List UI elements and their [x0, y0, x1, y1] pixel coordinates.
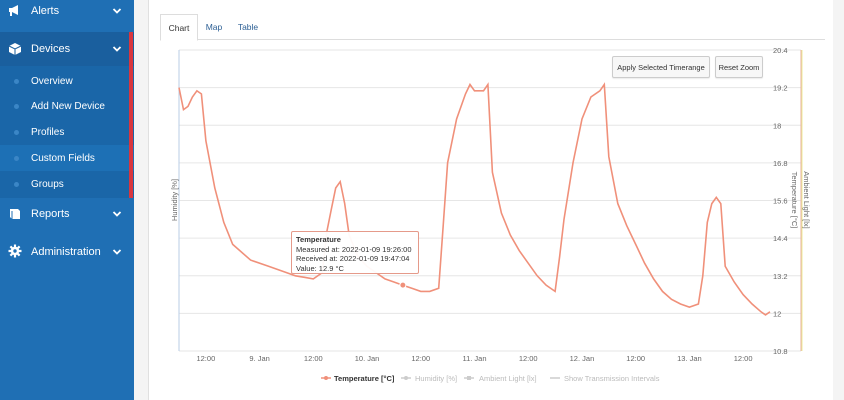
reset-zoom-button[interactable]: Reset Zoom [715, 56, 763, 78]
tab-table[interactable]: Table [237, 21, 259, 32]
tooltip-title: Temperature [296, 235, 341, 244]
cube-icon [8, 42, 22, 56]
tooltip-received: Received at: 2022-01-09 19:47:04 [296, 254, 410, 264]
sidebar-item-devices[interactable]: Devices [0, 32, 134, 66]
sidebar-subitem-label: Profiles [31, 126, 65, 138]
x-tick-label: 9. Jan [249, 354, 269, 363]
sidebar-item-label: Devices [31, 43, 71, 55]
chart-legend: Temperature [°C] Humidity [%] Ambient Li… [321, 374, 660, 383]
gear-icon [8, 244, 22, 258]
x-tick-labels: 12:00 9. Jan 12:00 10. Jan 12:00 11. Jan 12:00… [196, 354, 752, 363]
y-tick-labels: 10.8 12 13.2 14.4 15.6 16.8 18 19.2 20.4 [773, 46, 788, 356]
sidebar-item-administration[interactable]: Administration [0, 240, 134, 264]
sidebar-subitem-custom-fields[interactable]: Custom Fields [0, 145, 134, 171]
sidebar-subitem-overview[interactable]: Overview [0, 68, 134, 94]
tooltip-measured: Measured at: 2022-01-09 19:26:00 [296, 244, 412, 254]
tab-map[interactable]: Map [205, 21, 223, 32]
book-icon [8, 207, 22, 221]
sidebar-subitem-label: Custom Fields [31, 152, 95, 164]
sidebar-subitem-label: Overview [31, 75, 73, 87]
sidebar-item-label: Reports [31, 208, 70, 220]
temperature-series-line[interactable] [178, 82, 771, 316]
megaphone-icon [8, 3, 22, 17]
bullet-icon [14, 78, 19, 84]
sidebar-subitem-label: Add New Device [31, 100, 105, 112]
legend-label: Humidity [%] [415, 374, 457, 383]
sidebar-subitem-add-new-device[interactable]: Add New Device [0, 93, 134, 119]
sidebar-item-label: Administration [31, 246, 101, 258]
chart-tooltip: Temperature Measured at: 2022-01-09 19:2… [291, 231, 419, 274]
tooltip-value: Value: 12.9 °C [296, 263, 344, 273]
chevron-down-icon [112, 209, 122, 219]
active-section-indicator [129, 32, 133, 198]
ambient-light-axis-title: Ambient Light [lx] [802, 171, 811, 229]
sidebar-subitem-profiles[interactable]: Profiles [0, 119, 134, 145]
chevron-down-icon [112, 6, 122, 16]
y-tick-label: 18 [773, 121, 781, 130]
x-tick-label: 13. Jan [677, 354, 702, 363]
y-tick-label: 12 [773, 309, 781, 318]
x-tick-label: 10. Jan [355, 354, 380, 363]
humidity-axis-title: Humidity [%] [170, 179, 179, 221]
y-tick-label: 15.6 [773, 197, 788, 206]
sidebar-item-reports[interactable]: Reports [0, 202, 134, 226]
y-tick-label: 19.2 [773, 84, 788, 93]
sidebar-subitem-label: Groups [31, 178, 64, 190]
y-tick-label: 10.8 [773, 347, 788, 356]
tab-bar: Chart Map Table [160, 14, 825, 41]
tab-chart[interactable]: Chart [160, 14, 198, 41]
devices-submenu: Overview Add New Device Profiles Custom … [0, 66, 134, 198]
temperature-axis-title: Temperature [°C] [790, 172, 799, 229]
y-tick-label: 13.2 [773, 272, 788, 281]
sidebar: Alerts Devices Overview Add New Device P… [0, 0, 134, 400]
y-tick-label: 14.4 [773, 234, 788, 243]
sidebar-item-alerts[interactable]: Alerts [0, 0, 134, 22]
sidebar-item-label: Alerts [31, 5, 60, 17]
bullet-icon [14, 129, 19, 135]
bullet-icon [14, 103, 19, 109]
chevron-down-icon [112, 44, 122, 54]
bullet-icon [14, 181, 19, 187]
x-tick-label: 12:00 [519, 354, 538, 363]
legend-label: Ambient Light [lx] [479, 374, 537, 383]
legend-transmission-intervals[interactable]: Show Transmission Intervals [550, 374, 660, 383]
x-tick-label: 11. Jan [462, 354, 486, 363]
y-tick-label: 20.4 [773, 46, 788, 55]
chevron-down-icon [112, 247, 122, 257]
hovered-data-point[interactable] [399, 281, 407, 289]
x-tick-label: 12. Jan [570, 354, 595, 363]
sidebar-subitem-groups[interactable]: Groups [0, 171, 134, 197]
apply-timerange-button[interactable]: Apply Selected Timerange [612, 56, 710, 78]
legend-label: Temperature [°C] [334, 374, 395, 383]
main-panel: Chart Map Table Humidity [%] Temperature… [148, 0, 833, 400]
x-tick-label: 12:00 [196, 354, 215, 363]
chart-grid [179, 49, 801, 352]
legend-humidity[interactable]: Humidity [%] [401, 374, 457, 383]
legend-label: Show Transmission Intervals [564, 374, 660, 383]
x-tick-label: 12:00 [411, 354, 430, 363]
x-tick-label: 12:00 [304, 354, 323, 363]
x-tick-label: 12:00 [734, 354, 753, 363]
legend-ambient-light[interactable]: Ambient Light [lx] [464, 374, 537, 383]
y-tick-label: 16.8 [773, 159, 788, 168]
chart-series [178, 82, 771, 316]
chart-area: Humidity [%] Temperature [°C] Ambient Li… [170, 46, 811, 383]
bullet-icon [14, 155, 19, 161]
legend-temperature[interactable]: Temperature [°C] [321, 374, 395, 383]
x-tick-label: 12:00 [626, 354, 645, 363]
